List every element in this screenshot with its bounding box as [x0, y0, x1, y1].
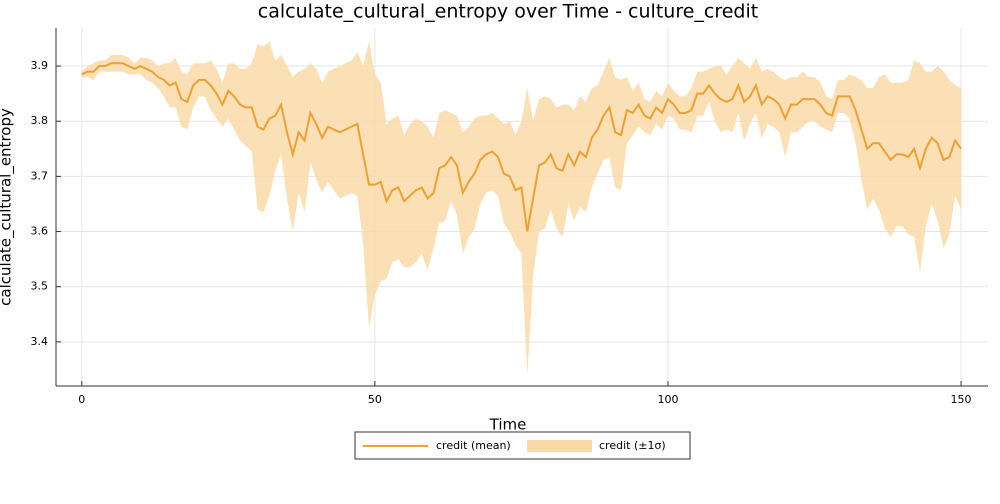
y-axis-label: calculate_cultural_entropy [0, 108, 16, 306]
legend-label: credit (±1σ) [599, 439, 666, 452]
y-tick-label: 3.4 [31, 335, 49, 348]
y-tick-label: 3.7 [31, 169, 49, 182]
y-tick-label: 3.9 [31, 59, 49, 72]
x-tick-label: 50 [368, 393, 382, 406]
band [81, 41, 962, 375]
line [81, 62, 962, 232]
legend-swatch [527, 440, 592, 452]
y-tick-label: 3.5 [31, 280, 49, 293]
x-tick-label: 150 [951, 393, 972, 406]
y-tick-label: 3.6 [31, 225, 49, 238]
legend-label: credit (mean) [436, 439, 511, 452]
x-tick-label: 100 [657, 393, 678, 406]
x-axis-label: Time [489, 416, 527, 434]
chart-title: calculate_cultural_entropy over Time - c… [258, 1, 758, 23]
x-tick-label: 0 [78, 393, 85, 406]
y-tick-label: 3.8 [31, 114, 49, 127]
